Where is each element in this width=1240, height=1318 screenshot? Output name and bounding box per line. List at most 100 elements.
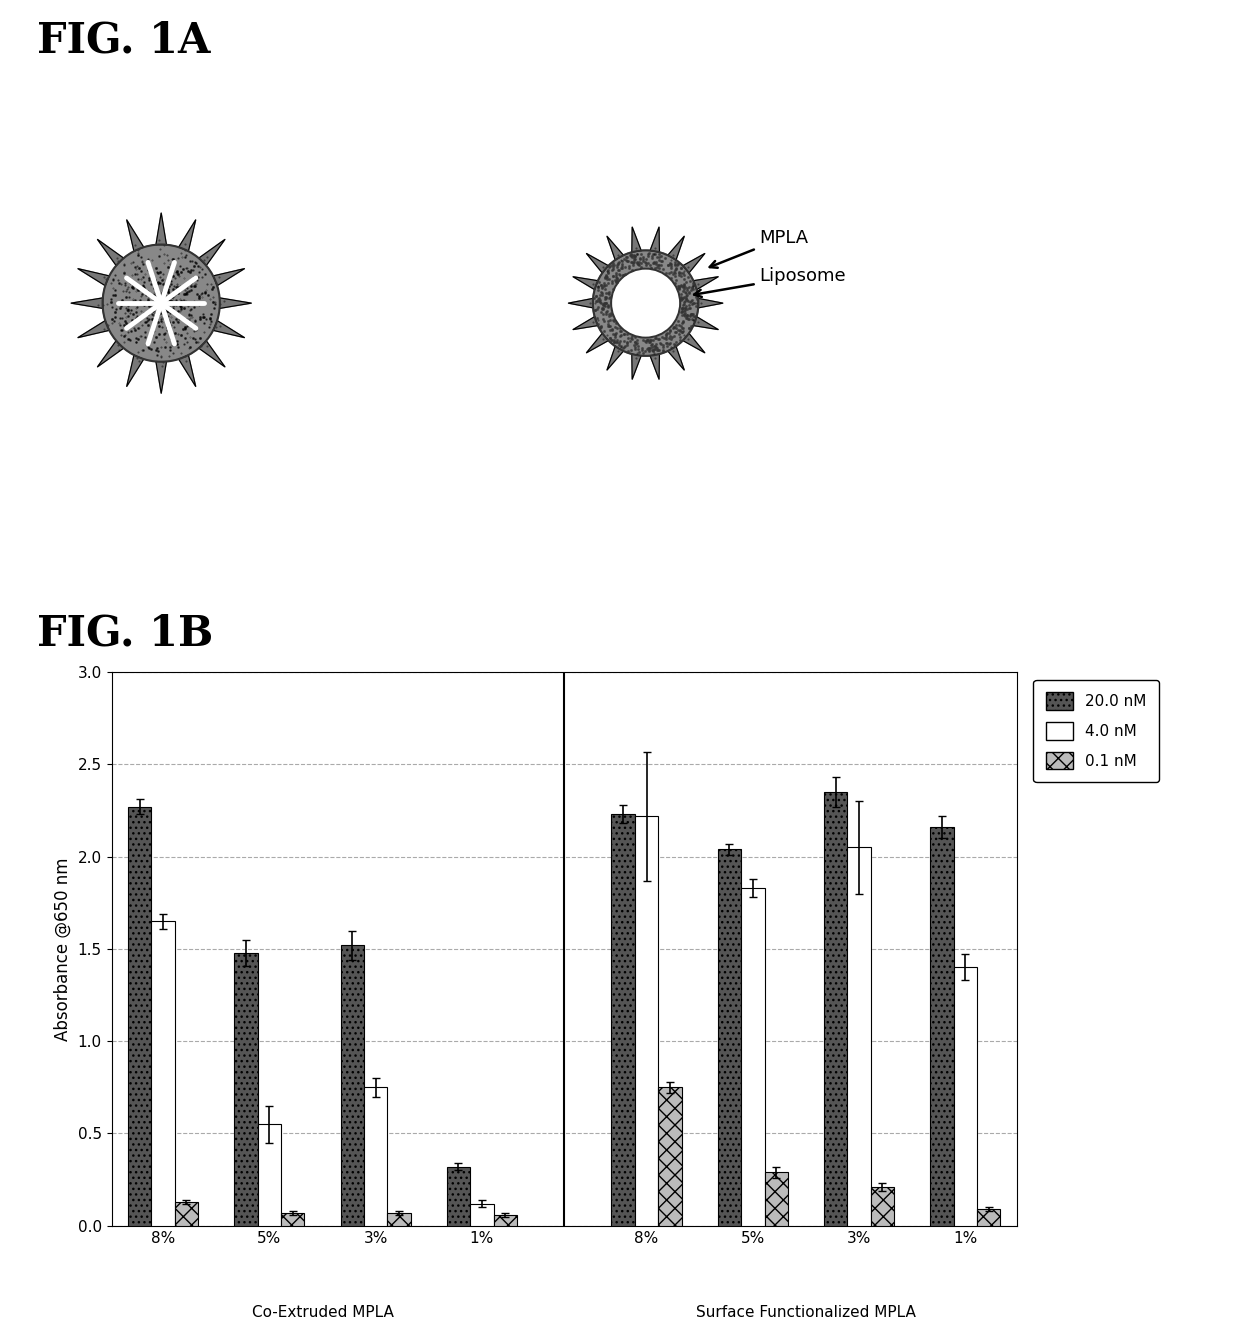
Point [672,289,692,310]
Point [600,327,620,348]
Point [637,330,657,351]
Point [584,287,604,308]
Point [616,324,636,345]
Point [665,273,684,294]
Point [668,253,688,274]
Point [590,316,610,337]
Point [593,294,613,315]
Point [604,258,624,279]
Point [678,277,698,298]
Bar [977,1209,1001,1226]
Point [589,279,609,301]
Point [624,335,644,356]
Bar [825,792,847,1226]
Bar [470,1203,494,1226]
Point [672,301,692,322]
Point [596,301,616,322]
Point [605,323,625,344]
Point [636,249,656,270]
Point [594,320,614,341]
Point [604,310,624,331]
Point [630,248,650,269]
Point [675,291,694,312]
Point [677,285,697,306]
Point [596,265,616,286]
Point [672,275,692,297]
Polygon shape [78,320,109,337]
Point [673,294,693,315]
Point [651,245,671,266]
Point [670,279,689,301]
Point [587,307,606,328]
Point [670,277,689,298]
Point [599,303,619,324]
Point [604,330,624,351]
Bar [930,828,954,1226]
Point [604,265,624,286]
Point [661,253,681,274]
Point [639,243,658,264]
Point [627,253,647,274]
Point [605,324,625,345]
Point [608,254,627,275]
Point [627,252,647,273]
Point [687,287,707,308]
Bar [341,945,363,1226]
Point [642,340,662,361]
Point [656,328,676,349]
Point [668,265,688,286]
Point [609,264,629,285]
Point [683,306,703,327]
Point [652,327,672,348]
Polygon shape [198,240,224,266]
Point [651,250,671,272]
Point [677,308,697,330]
Point [663,316,683,337]
Polygon shape [126,220,144,252]
Point [666,258,686,279]
Point [619,257,639,278]
Point [596,266,616,287]
Point [610,331,630,352]
Point [649,340,668,361]
Point [678,290,698,311]
Point [644,244,663,265]
Point [666,253,686,274]
Point [630,254,650,275]
Point [598,315,618,336]
Point [660,262,680,283]
Point [649,257,668,278]
Polygon shape [568,298,593,308]
Point [611,250,631,272]
Point [680,308,699,330]
Point [609,252,629,273]
Point [636,330,656,351]
Point [624,254,644,275]
Point [591,274,611,295]
Point [663,316,683,337]
Point [596,293,616,314]
Point [663,261,683,282]
Point [590,291,610,312]
Circle shape [611,269,681,337]
Point [642,248,662,269]
Point [660,253,680,274]
Point [683,274,703,295]
Point [657,332,677,353]
Point [650,340,670,361]
Point [588,290,608,311]
Point [599,272,619,293]
Point [646,328,666,349]
Point [598,314,618,335]
Point [671,286,691,307]
Point [595,295,615,316]
Point [625,249,645,270]
Polygon shape [668,347,684,370]
Point [681,303,701,324]
Point [668,275,688,297]
Point [672,310,692,331]
Polygon shape [608,236,624,260]
Point [636,332,656,353]
Point [601,319,621,340]
Point [613,265,632,286]
